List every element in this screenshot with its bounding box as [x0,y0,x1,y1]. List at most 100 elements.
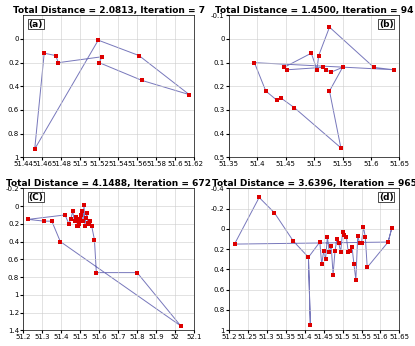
Point [371,65,377,70]
Point [76,218,82,224]
Point [76,221,83,227]
Point [57,239,63,244]
Point [85,220,91,226]
Point [62,212,68,218]
Point [49,218,55,224]
Point [83,215,89,220]
Point [77,217,83,222]
Point [278,95,284,101]
Point [339,229,346,235]
Point [82,223,88,228]
Point [231,241,238,247]
Point [347,248,354,254]
Point [339,65,346,70]
Point [385,239,391,245]
Point [67,217,74,222]
Point [335,240,342,246]
Title: Total Distance = 3.6396, Iteration = 965: Total Distance = 3.6396, Iteration = 965 [212,179,415,188]
Point [55,60,62,65]
Point [337,249,344,255]
Point [72,218,79,224]
Point [86,218,93,224]
Point [134,270,140,275]
Point [391,67,397,73]
Point [274,98,281,103]
Point [326,25,333,30]
Point [317,239,323,245]
Point [80,218,86,224]
Point [388,225,395,231]
Point [326,249,332,255]
Point [96,60,103,65]
Point [322,256,329,262]
Point [351,262,357,267]
Text: (b): (b) [379,20,393,29]
Point [328,69,334,75]
Point [328,243,334,249]
Point [337,145,344,151]
Point [320,65,326,70]
Point [308,51,315,56]
Point [73,214,80,219]
Point [52,53,59,58]
Point [334,236,340,242]
Point [93,270,100,275]
Point [314,67,320,73]
Text: (d): (d) [379,193,393,202]
Point [75,223,82,228]
Point [322,67,329,73]
Point [139,78,145,83]
Point [349,244,355,250]
Point [74,224,81,229]
Point [354,233,361,239]
Point [271,210,278,216]
Point [71,218,78,224]
Text: (C): (C) [29,193,43,202]
Point [91,237,98,243]
Point [41,218,48,224]
Point [88,223,95,228]
Point [78,212,85,218]
Point [186,92,193,97]
Title: Total Distance = 4.1488, Iteration = 672: Total Distance = 4.1488, Iteration = 672 [6,179,211,188]
Point [284,67,291,73]
Point [326,88,333,94]
Point [66,221,72,227]
Point [290,238,297,244]
Point [315,53,322,58]
Point [330,272,337,277]
Point [332,248,338,254]
Point [83,210,90,216]
Point [136,53,142,58]
Point [262,88,269,94]
Point [177,323,184,329]
Point [291,105,298,110]
Point [358,240,365,246]
Point [69,209,76,214]
Point [360,224,367,230]
Point [25,217,32,222]
Point [32,146,38,152]
Point [256,195,262,200]
Point [352,277,359,282]
Point [343,234,350,240]
Point [41,51,48,56]
Point [81,202,87,208]
Point [99,54,105,60]
Point [364,265,371,270]
Point [85,221,92,227]
Point [305,255,312,260]
Point [345,249,352,255]
Point [251,60,258,65]
Point [307,322,314,328]
Text: (a): (a) [29,20,43,29]
Point [79,208,85,213]
Point [281,65,287,70]
Point [356,240,363,246]
Point [318,262,325,267]
Point [320,248,327,254]
Point [341,232,348,238]
Title: Total Distance = 2.0813, Iteration = 7: Total Distance = 2.0813, Iteration = 7 [12,6,205,15]
Point [95,37,102,43]
Point [324,234,331,240]
